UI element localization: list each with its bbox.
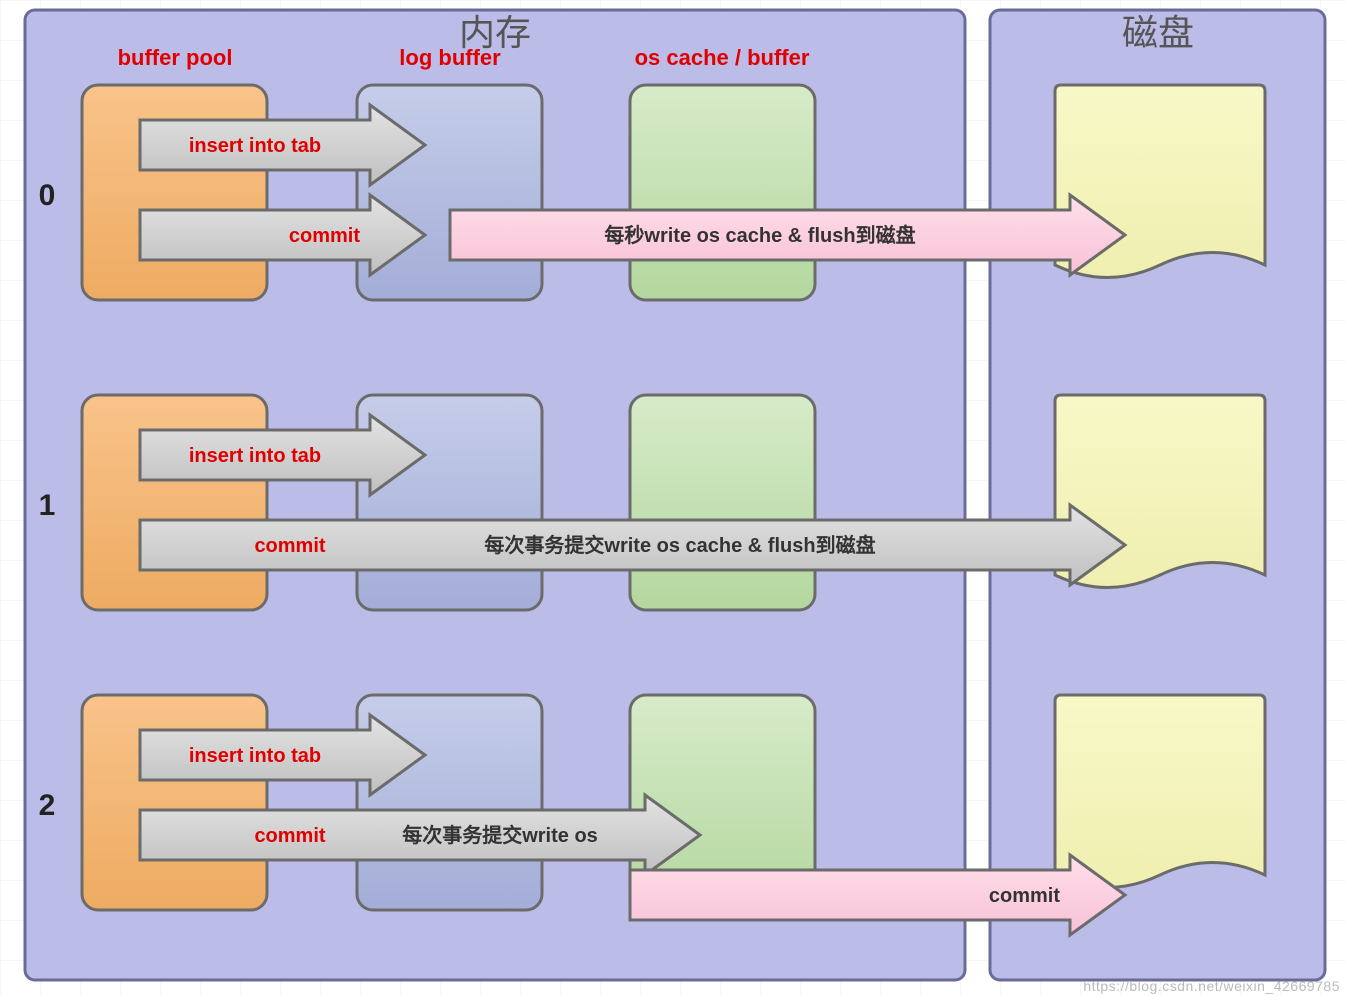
diagram-canvas: 内存 磁盘 buffer pool log buffer os cache / …	[0, 0, 1346, 996]
panel-disk-title: 磁盘	[1122, 12, 1194, 53]
row-label-0: 0	[39, 179, 56, 212]
col-header-os-cache: os cache / buffer	[635, 45, 810, 70]
doc-shape-row2	[1055, 695, 1265, 888]
arrow-r1-commit-label: commit	[254, 535, 325, 557]
row-label-1: 1	[39, 489, 56, 522]
box-buffer_pool-row1	[82, 395, 267, 610]
col-header-buffer-pool: buffer pool	[118, 45, 233, 70]
arrow-r0-flush-label: 每秒write os cache & flush到磁盘	[604, 223, 915, 247]
arrow-r1-commit-label2: 每次事务提交write os cache & flush到磁盘	[484, 533, 875, 557]
arrow-r0-commit-label: commit	[289, 225, 360, 247]
box-os_cache-row1	[630, 395, 815, 610]
arrow-r2-commit-label: commit	[254, 825, 325, 847]
arrow-r2-commit-label2: 每次事务提交write os	[402, 823, 598, 847]
box-buffer_pool-row0	[82, 85, 267, 300]
arrow-r1-insert-label: insert into tab	[189, 445, 321, 467]
arrow-r2-insert-label: insert into tab	[189, 745, 321, 767]
col-header-log-buffer: log buffer	[399, 45, 501, 70]
box-buffer_pool-row2	[82, 695, 267, 910]
row-label-2: 2	[39, 789, 56, 822]
box-os_cache-row0	[630, 85, 815, 300]
generated-shapes: insert into tab commit 每秒write os cache & …	[82, 85, 1265, 935]
arrow-r0-insert-label: insert into tab	[189, 135, 321, 157]
arrow-r2-flush-label: commit	[989, 885, 1060, 907]
